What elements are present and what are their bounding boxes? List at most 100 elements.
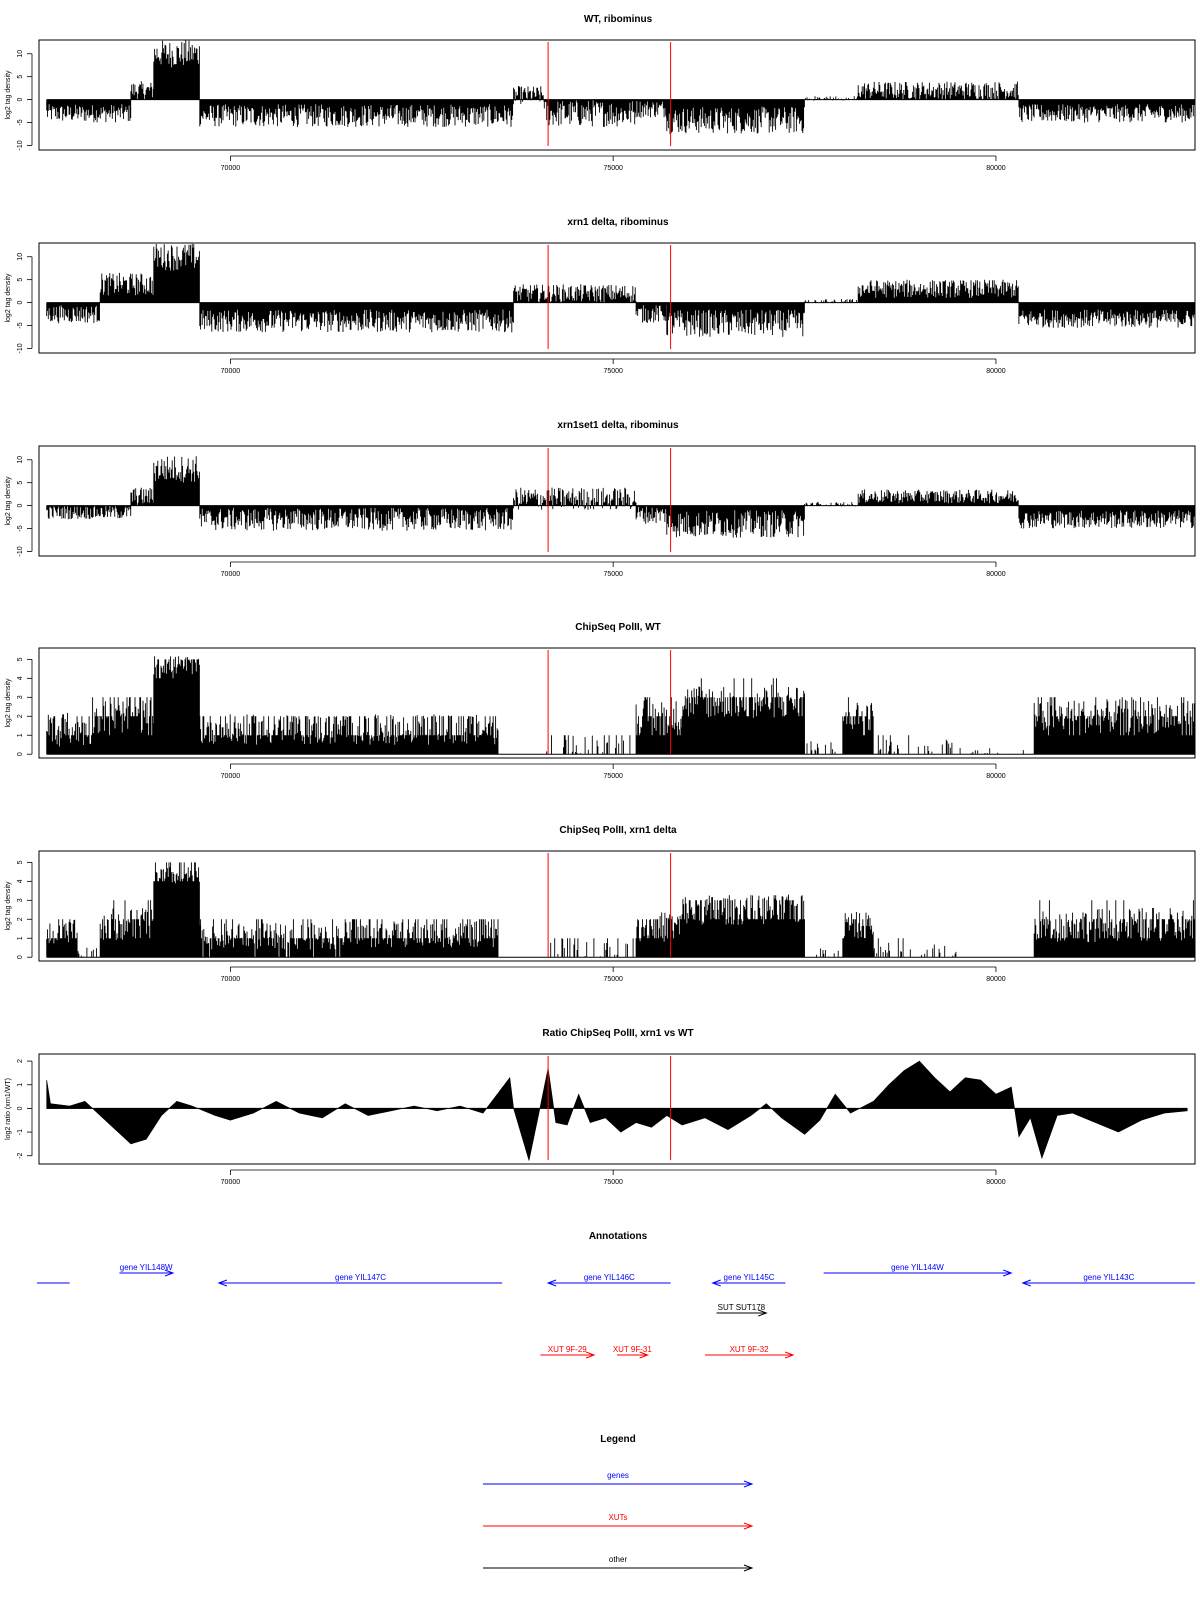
plot-frame (38, 445, 1196, 557)
feature-3-head (546, 1279, 557, 1287)
feature-label: gene YIL148W (120, 1263, 173, 1272)
y-tick-label: 4 (17, 879, 24, 883)
y-tick-label: 1 (17, 1083, 24, 1087)
density-bars (46, 862, 1195, 958)
y-axis-label: log2 tag density (5, 70, 12, 120)
x-tick-label: 75000 (603, 773, 623, 780)
feature-8-head (585, 1351, 596, 1359)
x-tick-label: 80000 (986, 368, 1006, 375)
y-axis-label: log2 ratio (xrn1/WT) (5, 1078, 12, 1140)
ratio-area (46, 1060, 1188, 1161)
y-axis-label: log2 tag density (5, 881, 12, 931)
y-tick-label: -5 (17, 322, 24, 328)
feature-9-head (639, 1351, 650, 1359)
feature-2-head (217, 1279, 228, 1287)
x-tick-label: 70000 (221, 165, 241, 172)
y-tick-label: 1 (17, 733, 24, 737)
y-tick-label: 3 (17, 695, 24, 699)
x-tick-label: 75000 (603, 976, 623, 983)
panel-chipseq_xrn1: ChipSeq PolII, xrn1 delta 0 1 2 3 4 5 log2 tag … (5, 825, 1196, 983)
plot-frame (38, 242, 1196, 354)
legend-title: Legend (600, 1434, 636, 1445)
x-tick-label: 80000 (986, 976, 1006, 983)
annotations-title: Annotations (589, 1231, 648, 1242)
y-tick-label: 5 (17, 75, 24, 79)
feature-6-head (1021, 1279, 1031, 1287)
density-bars (46, 456, 1196, 538)
panel-title: WT, ribominus (584, 14, 653, 25)
x-tick-label: 70000 (221, 571, 241, 578)
legend-label-genes: genes (607, 1471, 629, 1480)
feature-1-head (164, 1269, 175, 1277)
feature-7-head (758, 1309, 768, 1317)
x-tick-label: 80000 (986, 773, 1006, 780)
feature-label: gene YIL143C (1083, 1273, 1134, 1282)
x-tick-label: 75000 (603, 165, 623, 172)
feature-label: XUT 9F-31 (613, 1345, 653, 1354)
y-tick-label: 0 (17, 1106, 24, 1110)
feature-4-head (711, 1279, 721, 1287)
x-tick-label: 70000 (221, 976, 241, 983)
y-tick-label: 0 (17, 301, 24, 305)
feature-5-head (1003, 1269, 1013, 1277)
panel-title: ChipSeq PolII, xrn1 delta (559, 825, 677, 836)
y-tick-label: 5 (17, 657, 24, 661)
feature-label: gene YIL145C (724, 1273, 775, 1282)
y-tick-label: -5 (17, 525, 24, 531)
density-bars (46, 40, 1196, 134)
legend-label-other: other (609, 1555, 628, 1564)
y-tick-label: 0 (17, 955, 24, 959)
y-axis-label: log2 tag density (5, 273, 12, 323)
annotations-panel: Annotations gene YIL148W gene YIL147C gene … (37, 1231, 1195, 1359)
plot-frame (38, 39, 1196, 151)
y-tick-label: 0 (17, 752, 24, 756)
panel-xrn1_ribominus: xrn1 delta, ribominus -10 -5 0 5 10 log2 tag d… (5, 217, 1196, 375)
panel-wt_ribominus: WT, ribominus -10 -5 0 5 10 log2 tag density 70… (5, 14, 1196, 172)
x-tick-label: 75000 (603, 571, 623, 578)
feature-10-head (784, 1351, 795, 1359)
x-tick-label: 75000 (603, 368, 623, 375)
feature-label: XUT 9F-32 (730, 1345, 770, 1354)
y-tick-label: 0 (17, 504, 24, 508)
plot-frame (38, 647, 1196, 759)
y-tick-label: -10 (17, 343, 24, 353)
y-tick-label: -1 (17, 1129, 24, 1135)
x-tick-label: 80000 (986, 571, 1006, 578)
y-tick-label: 10 (17, 253, 24, 261)
legend-label-xuts: XUTs (608, 1513, 627, 1522)
panel-title: Ratio ChipSeq PolII, xrn1 vs WT (542, 1028, 693, 1039)
legend-arrow-genes-head (743, 1480, 754, 1488)
legend-panel: Legend genes XUTs other (483, 1434, 754, 1572)
x-tick-label: 80000 (986, 1179, 1006, 1186)
y-tick-label: 2 (17, 917, 24, 921)
density-bars (46, 243, 1196, 337)
plot-frame (38, 1053, 1196, 1165)
legend-arrow-other-head (743, 1564, 754, 1572)
y-tick-label: 2 (17, 1059, 24, 1063)
y-tick-label: 5 (17, 278, 24, 282)
y-tick-label: 10 (17, 50, 24, 58)
legend-arrow-xuts-head (743, 1522, 754, 1530)
x-tick-label: 70000 (221, 368, 241, 375)
density-bars (46, 656, 1195, 755)
y-tick-label: 10 (17, 456, 24, 464)
plot-frame (38, 850, 1196, 962)
y-axis-label: log2 tag density (5, 678, 12, 728)
y-tick-label: 0 (17, 98, 24, 102)
y-tick-label: 3 (17, 898, 24, 902)
y-tick-label: -5 (17, 119, 24, 125)
x-tick-label: 70000 (221, 1179, 241, 1186)
feature-label: SUT SUT178 (718, 1303, 766, 1312)
y-tick-label: -10 (17, 546, 24, 556)
panel-title: ChipSeq PolII, WT (575, 622, 661, 633)
y-tick-label: 5 (17, 860, 24, 864)
y-axis-label: log2 tag density (5, 476, 12, 526)
feature-label: gene YIL147C (335, 1273, 386, 1282)
x-tick-label: 70000 (221, 773, 241, 780)
panel-chipseq_wt: ChipSeq PolII, WT 0 1 2 3 4 5 log2 tag density 7… (5, 622, 1196, 780)
x-tick-label: 80000 (986, 165, 1006, 172)
panel-title: xrn1set1 delta, ribominus (557, 420, 679, 431)
y-tick-label: -2 (17, 1153, 24, 1159)
feature-label: gene YIL144W (891, 1263, 944, 1272)
